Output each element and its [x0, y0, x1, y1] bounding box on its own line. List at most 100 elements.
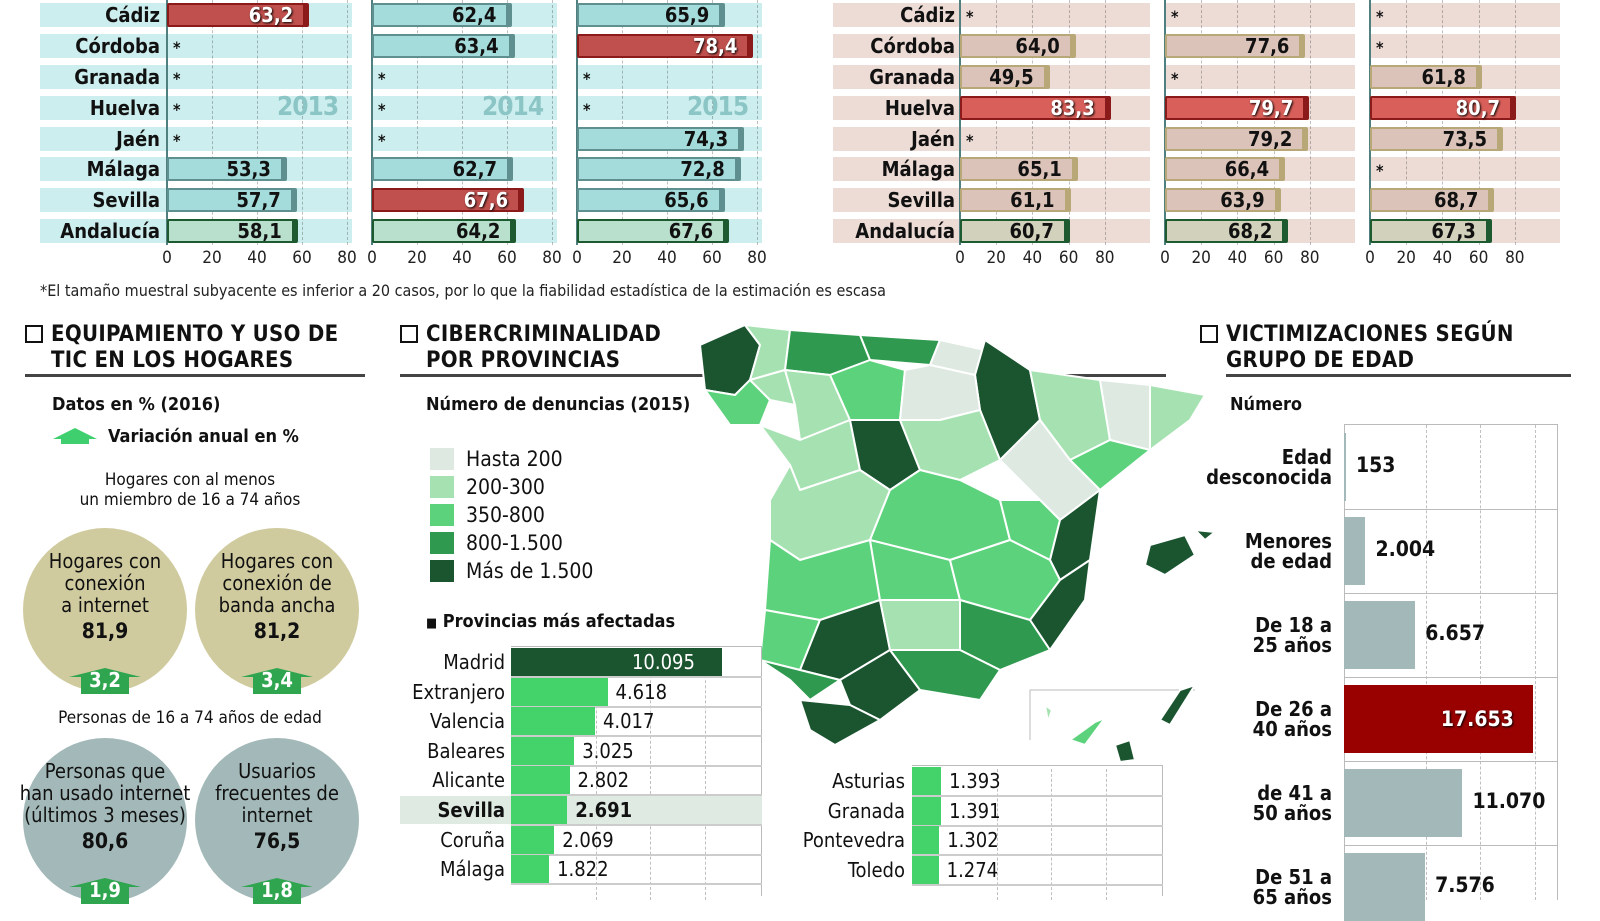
bar: 63,9: [1165, 188, 1281, 212]
circle-label-line: banda ancha: [218, 593, 336, 617]
stat-value: 76,5: [253, 829, 301, 853]
row-divider: [511, 824, 762, 826]
row-label: Granada: [869, 65, 955, 89]
legend-label: 350-800: [466, 503, 545, 527]
legend-swatch: [430, 504, 454, 526]
row-band: [1165, 3, 1355, 27]
row-label: De 51 a 65 años: [1192, 867, 1332, 907]
gridline: [212, 0, 213, 245]
stat-circle: Personas que han usado internet (últimos 3…: [20, 738, 190, 904]
row-label: Madrid: [443, 650, 505, 674]
x-tick-label: 80: [1300, 248, 1320, 268]
row-label: Menores de edad: [1192, 531, 1332, 571]
row-label: Pontevedra: [802, 828, 905, 853]
households-title: Hogares con al menos un miembro de 16 a 7…: [25, 470, 355, 510]
up-arrow-icon: 3,4: [241, 668, 313, 694]
table-frame: [912, 765, 1163, 896]
bar: [1344, 433, 1346, 501]
row-band: [40, 96, 167, 120]
value-label: 2.691: [575, 798, 633, 822]
row-band: [833, 219, 960, 243]
gridline: [1426, 425, 1427, 900]
row-label: Granada: [74, 65, 160, 89]
bar: [912, 796, 942, 825]
row-label: De 18 a 25 años: [1192, 615, 1332, 655]
title-line: POR PROVINCIAS: [426, 348, 621, 373]
value-label: 1.302: [947, 828, 999, 853]
gridline: [757, 0, 758, 245]
x-tick-label: 80: [1095, 248, 1115, 268]
x-tick-label: 20: [986, 248, 1006, 268]
bar: 62,7: [372, 157, 514, 181]
bar: [511, 855, 550, 884]
label-line: De 51 a: [1255, 865, 1332, 889]
row-band: [167, 34, 352, 58]
insufficient-sample-marker: *: [1376, 7, 1384, 26]
top-provinces-title-text: Provincias más afectadas: [442, 611, 676, 632]
row-divider: [912, 824, 1163, 827]
bar-madrid: [511, 648, 722, 676]
row-band: [40, 127, 167, 151]
circle-label-line: a internet: [61, 593, 149, 617]
insufficient-sample-marker: *: [173, 38, 181, 57]
people-title: Personas de 16 a 74 años de edad: [58, 708, 322, 728]
row-divider: [511, 676, 762, 678]
value-label: 10.095: [631, 650, 695, 674]
circle-label-line: Hogares con: [220, 549, 334, 573]
legend-item: Hasta 200: [430, 448, 563, 470]
row-band: [1165, 65, 1355, 89]
row-label: Edad desconocida: [1192, 447, 1332, 487]
title-line: CIBERCRIMINALIDAD: [426, 322, 662, 347]
x-tick-label: 80: [337, 248, 357, 268]
gridline: [417, 0, 418, 245]
label-line: de edad: [1250, 549, 1332, 573]
legend-label: 200-300: [466, 475, 545, 499]
gridline: [996, 0, 998, 245]
row-band: [40, 65, 167, 89]
row-band: [40, 34, 167, 58]
title-line: VICTIMIZACIONES SEGÚN: [1226, 322, 1514, 347]
row-label: Sevilla: [92, 188, 160, 212]
value-label: 1.274: [946, 857, 999, 882]
label-line: de 41 a: [1257, 781, 1332, 805]
label-line: De 26 a: [1255, 697, 1332, 721]
title-line: TIC EN LOS HOGARES: [51, 348, 294, 373]
circle-label-line: (últimos 3 meses): [24, 803, 186, 827]
checkbox-icon: [400, 325, 418, 343]
x-tick-label: 40: [452, 248, 472, 268]
insufficient-sample-marker: *: [583, 69, 591, 88]
bar: 65,9: [577, 3, 726, 27]
province-shape: [899, 364, 981, 421]
gridline: [622, 0, 623, 245]
insufficient-sample-marker: *: [1171, 69, 1179, 88]
label-line: Menores: [1244, 529, 1332, 553]
row-band: [1370, 3, 1560, 27]
gridline: [667, 0, 668, 245]
bar: 49,5: [960, 65, 1050, 89]
bar: 77,6: [1165, 34, 1306, 58]
legend-item: Más de 1.500: [430, 560, 593, 582]
legend-item: 350-800: [430, 504, 545, 526]
x-tick-label: 60: [1058, 248, 1079, 268]
year-label: 2014: [482, 92, 544, 122]
province-shape: [1159, 684, 1196, 726]
bar-highlight: [1344, 685, 1533, 753]
circle-label-line: conexión de: [222, 571, 332, 595]
gridline: [257, 0, 258, 245]
insufficient-sample-marker: *: [173, 69, 181, 88]
axis-line: [1164, 0, 1166, 245]
gridline: [1478, 0, 1480, 245]
row-divider: [511, 705, 762, 708]
value-label: 1.822: [557, 857, 609, 882]
province-shape: [959, 599, 1051, 671]
value-label: 1.391: [949, 798, 1001, 823]
insufficient-sample-marker: *: [583, 100, 591, 119]
stat-circle: Hogares con conexión a internet 81,9 3,2: [23, 528, 187, 694]
year-label: 2015: [687, 92, 749, 122]
value-label: 1.393: [949, 769, 1001, 793]
row-label: Andalucía: [855, 219, 955, 243]
title-line: Hogares con al menos: [104, 470, 276, 490]
axis-line: [371, 0, 373, 245]
row-band: [833, 188, 960, 212]
bar: [511, 825, 555, 854]
